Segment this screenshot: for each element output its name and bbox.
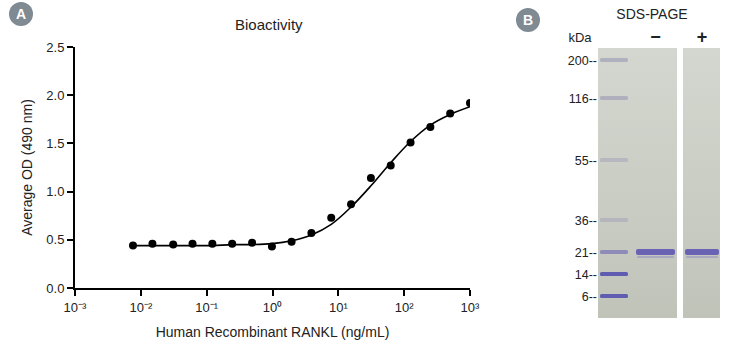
svg-text:200--: 200-- <box>568 54 597 68</box>
svg-text:2.0: 2.0 <box>46 88 64 103</box>
svg-text:kDa: kDa <box>568 30 592 45</box>
svg-text:A: A <box>16 6 26 22</box>
svg-text:10¹: 10¹ <box>329 300 348 315</box>
svg-text:−: − <box>650 27 661 47</box>
svg-text:10⁻¹: 10⁻¹ <box>195 300 218 315</box>
svg-text:55--: 55-- <box>575 154 597 168</box>
svg-text:0.0: 0.0 <box>46 281 64 296</box>
svg-text:+: + <box>697 27 708 47</box>
svg-text:1.0: 1.0 <box>46 184 64 199</box>
svg-text:0.5: 0.5 <box>46 232 64 247</box>
svg-text:10⁰: 10⁰ <box>263 300 282 315</box>
svg-text:Average OD (490 nm): Average OD (490 nm) <box>19 99 35 236</box>
svg-text:36--: 36-- <box>575 214 597 228</box>
svg-text:1.5: 1.5 <box>46 136 64 151</box>
svg-text:10²: 10² <box>395 300 414 315</box>
svg-text:116--: 116-- <box>569 92 597 106</box>
svg-text:10⁻²: 10⁻² <box>129 300 152 315</box>
svg-text:Bioactivity: Bioactivity <box>235 16 303 33</box>
svg-text:Human Recombinant RANKL (ng/mL: Human Recombinant RANKL (ng/mL) <box>156 324 390 340</box>
svg-text:10⁻³: 10⁻³ <box>64 300 87 315</box>
svg-text:21--: 21-- <box>575 246 597 260</box>
svg-text:B: B <box>523 12 533 28</box>
svg-text:10³: 10³ <box>461 300 480 315</box>
svg-text:14--: 14-- <box>575 268 597 282</box>
svg-text:2.5: 2.5 <box>46 40 64 55</box>
svg-text:6--: 6-- <box>582 290 597 304</box>
svg-text:SDS-PAGE: SDS-PAGE <box>616 6 687 22</box>
